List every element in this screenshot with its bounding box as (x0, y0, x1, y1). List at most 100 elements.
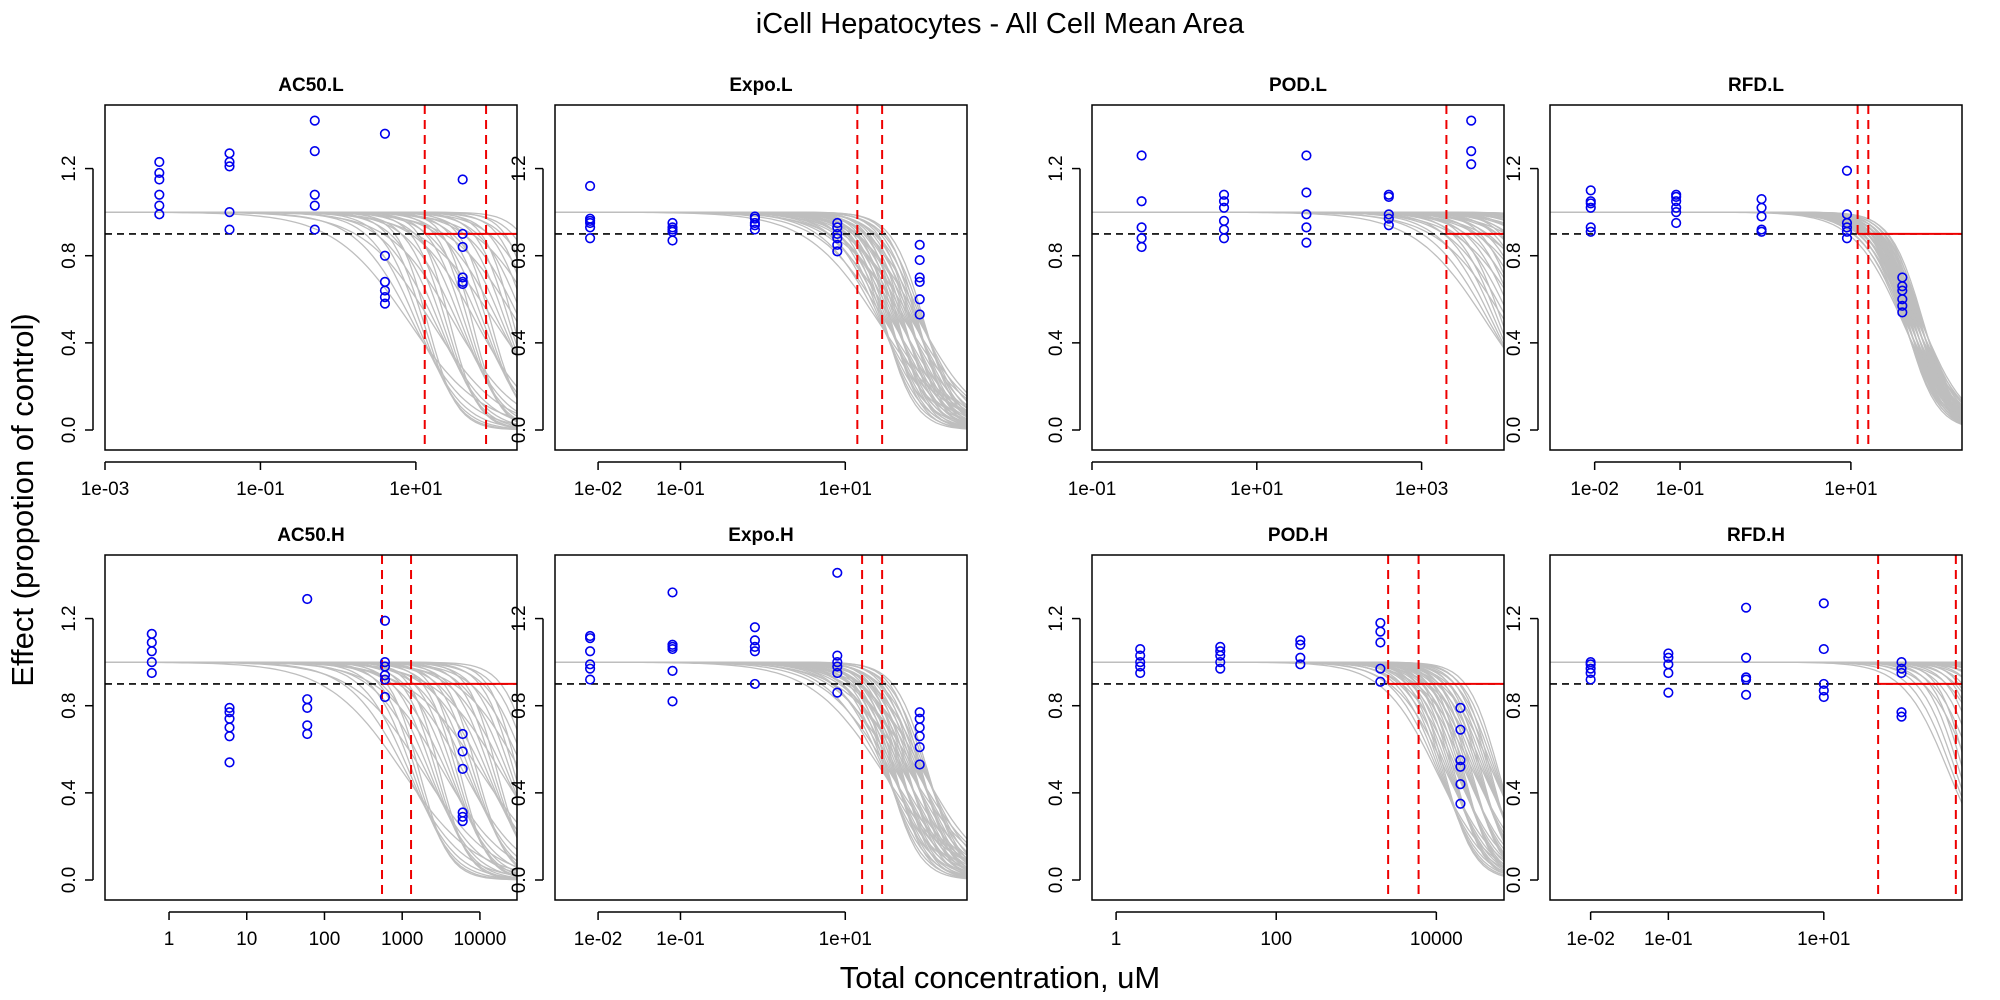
data-point (309, 189, 320, 200)
dose-response-curve (105, 661, 517, 765)
y-tick-label: 0.8 (1504, 243, 1525, 269)
panel-rfd-h: RFD.H 1e-02 1e-01 1e+01 0.0 0.4 0.8 1.2 (1504, 525, 1963, 950)
data-point (914, 254, 925, 266)
data-point (1818, 685, 1829, 696)
data-point (457, 728, 468, 740)
data-point (379, 298, 391, 309)
dose-response-curve (1092, 661, 1504, 873)
panel-pod-l: POD.L 1e-01 1e+01 1e+03 0.0 0.4 0.8 1.2 (1046, 75, 1505, 500)
data-point (832, 650, 843, 661)
data-point (1671, 189, 1682, 200)
plot-region (1550, 105, 1962, 450)
data-point (379, 661, 391, 672)
figure-title: iCell Hepatocytes - All Cell Mean Area (756, 8, 1245, 40)
data-point (1301, 187, 1312, 198)
dose-response-curve (105, 661, 517, 877)
data-point (1301, 150, 1312, 161)
dose-response-curve (105, 661, 517, 880)
dose-response-curve (1092, 211, 1504, 286)
panel-title: POD.L (1269, 75, 1327, 96)
y-tick-label: 1.2 (59, 155, 80, 181)
data-point (457, 174, 468, 185)
x-axis: 1e-01 1e+01 1e+03 (1068, 461, 1448, 500)
data-point (1897, 285, 1908, 296)
data-point (749, 217, 760, 229)
x-tick-label: 1e-02 (574, 929, 623, 950)
dose-response-curve (1092, 211, 1504, 279)
data-point (1671, 202, 1682, 213)
observed-points (1585, 598, 1907, 722)
dose-response-curve (555, 661, 967, 864)
data-point (457, 241, 468, 253)
plot-frame (1549, 554, 1963, 901)
data-point (1135, 643, 1146, 655)
x-tick-label: 1e-02 (1570, 479, 1619, 500)
dose-response-curve (1092, 211, 1504, 214)
data-point (1671, 217, 1682, 229)
data-point (1215, 646, 1226, 657)
data-point (1896, 707, 1907, 718)
data-point (667, 665, 678, 676)
x-tick-label: 1e-01 (1656, 479, 1705, 500)
panel-rfd-l: RFD.L 1e-02 1e-01 1e+01 0.0 0.4 0.8 1.2 (1504, 75, 1963, 500)
data-point (1585, 222, 1596, 233)
data-point (832, 687, 843, 698)
data-point (832, 246, 843, 257)
curve-bundle (555, 211, 967, 430)
x-tick-label: 1 (164, 929, 175, 950)
y-tick-label: 0.0 (1046, 867, 1067, 893)
data-point (1663, 648, 1674, 659)
dose-response-curve (105, 661, 517, 851)
y-tick-label: 0.4 (59, 779, 80, 806)
observed-points (1136, 115, 1477, 253)
x-tick-label: 1e+01 (819, 929, 872, 950)
data-point (457, 763, 468, 774)
data-point (1896, 667, 1907, 679)
data-point (832, 661, 843, 672)
data-point (1215, 641, 1226, 652)
data-point (1466, 115, 1477, 126)
dose-response-curve (555, 661, 967, 874)
plot-frame (1091, 104, 1505, 451)
data-point (1136, 222, 1147, 233)
y-tick-label: 0.0 (509, 417, 530, 443)
data-point (749, 635, 760, 646)
data-point (146, 646, 157, 657)
y-tick-label: 1.2 (59, 605, 80, 631)
x-tick-label: 10000 (1410, 929, 1463, 950)
data-point (1295, 639, 1306, 650)
plot-frame (554, 554, 968, 901)
data-point (224, 713, 235, 724)
observed-points (146, 593, 468, 827)
y-tick-label: 0.4 (509, 329, 530, 356)
panel-title: Expo.H (728, 525, 793, 546)
x-tick-label: 1e-02 (574, 479, 623, 500)
y-tick-label: 0.0 (509, 867, 530, 893)
data-point (914, 707, 925, 718)
data-point (914, 294, 925, 305)
data-point (1295, 635, 1306, 646)
data-point (309, 146, 320, 157)
x-tick-label: 1000 (381, 929, 423, 950)
observed-points (584, 567, 925, 770)
data-point (1455, 724, 1466, 735)
x-tick-label: 1e+01 (1230, 479, 1283, 500)
panel-title: RFD.L (1728, 75, 1784, 96)
data-point (224, 148, 235, 159)
data-point (1295, 652, 1306, 663)
dose-response-curve (1550, 211, 1962, 413)
y-tick-label: 0.4 (1504, 779, 1525, 806)
data-point (914, 742, 925, 753)
y-tick-label: 0.8 (509, 693, 530, 719)
dose-response-curve (105, 661, 517, 837)
data-point (146, 657, 157, 668)
data-point (584, 663, 596, 674)
data-point (1218, 233, 1230, 244)
data-point (224, 207, 235, 218)
y-axis-label: Effect (propotion of control) (5, 313, 40, 686)
plot-region (1092, 555, 1504, 900)
plot-region (1092, 105, 1504, 450)
x-tick-label: 1e-02 (1566, 929, 1615, 950)
data-point (1896, 657, 1907, 668)
x-tick-label: 100 (309, 929, 341, 950)
